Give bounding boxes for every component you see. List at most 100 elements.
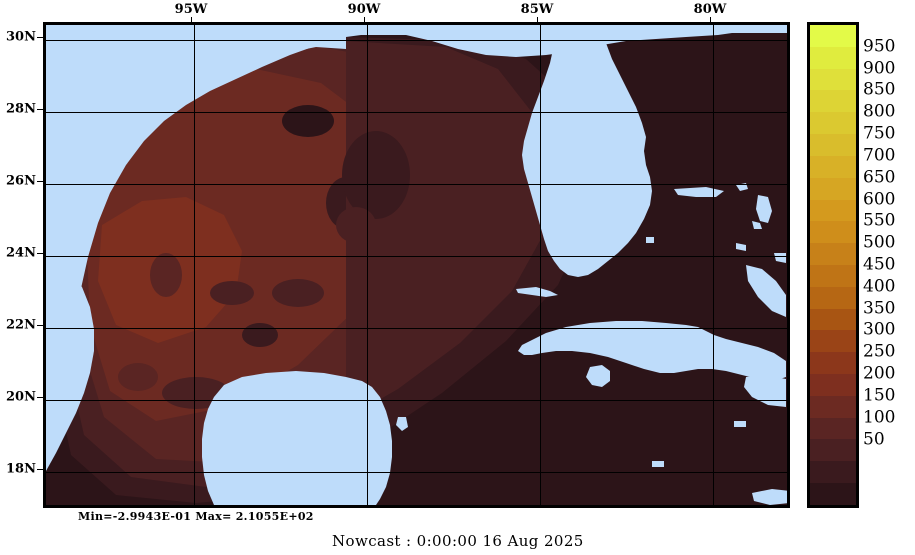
tick-lon-95: [191, 17, 192, 22]
contour-eddy-southwest-2: [118, 363, 158, 391]
contour-eddy-east: [342, 131, 410, 219]
contour-eddy-west-2: [210, 281, 254, 305]
colorbar-band-18: [810, 417, 856, 440]
colorbar-band-11: [810, 264, 856, 287]
land-bahamas-3: [756, 195, 772, 223]
grid-line-lat-22: [46, 328, 787, 329]
land-bahamas-2: [736, 183, 748, 191]
lat-label-26n: 26N: [6, 173, 36, 189]
colorbar-band-19: [810, 439, 856, 462]
land-us-coast-north: [46, 25, 787, 335]
lon-label-95w: 95W: [174, 2, 208, 17]
colorbar-label-800: 800: [863, 101, 896, 122]
colorbar-band-21: [810, 483, 856, 505]
contour-eddy-south-2: [242, 323, 278, 347]
minmax-readout: Min=-2.9943E-01 Max= 2.1055E+02: [78, 510, 314, 523]
lon-label-90w: 90W: [347, 2, 381, 17]
land-bahamas-1: [674, 187, 724, 197]
colorbar-label-100: 100: [863, 407, 896, 428]
land-jamaica: [752, 489, 787, 505]
land-hispaniola: [744, 375, 786, 407]
grid-line-lat-24: [46, 256, 787, 257]
colorbar-band-7: [810, 177, 856, 200]
lat-label-24n: 24N: [6, 245, 36, 261]
grid-line-lon-90: [367, 25, 368, 505]
contour-eddy-east-2: [336, 207, 376, 243]
tick-lon-85: [537, 17, 538, 22]
colorbar-label-650: 650: [863, 167, 896, 188]
land-cuba: [518, 321, 786, 381]
lat-label-28n: 28N: [6, 101, 36, 117]
grid-line-lat-30: [46, 40, 787, 41]
colorbar-band-8: [810, 199, 856, 222]
grid-line-lat-28: [46, 112, 787, 113]
grid-line-lon-95: [194, 25, 195, 505]
colorbar-tick-labels: 950 900 850 800 750 700 650 600 550 500 450 400 350 3…: [863, 22, 915, 508]
colorbar-band-13: [810, 308, 856, 331]
colorbar-label-900: 900: [863, 58, 896, 79]
tick-lat-18: [37, 469, 43, 470]
colorbar-label-350: 350: [863, 298, 896, 319]
colorbar-band-17: [810, 395, 856, 418]
colorbar-gradient[interactable]: [807, 22, 859, 508]
nowcast-timestamp: Nowcast : 0:00:00 16 Aug 2025: [332, 532, 584, 550]
tick-lat-26: [37, 181, 43, 182]
tick-lat-28: [37, 109, 43, 110]
tick-lat-20: [37, 397, 43, 398]
tick-lon-90: [364, 17, 365, 22]
land-cay-1: [652, 461, 664, 467]
tick-lat-30: [37, 37, 43, 38]
colorbar-band-15: [810, 352, 856, 374]
colorbar-label-200: 200: [863, 363, 896, 384]
colorbar-label-250: 250: [863, 341, 896, 362]
grid-line-lat-20: [46, 400, 787, 401]
colorbar-label-400: 400: [863, 276, 896, 297]
colorbar-band-2: [810, 68, 856, 91]
contour-band-eastern-2: [346, 41, 546, 419]
land-yucatan: [202, 371, 392, 505]
lat-label-18n: 18N: [6, 461, 36, 477]
land-florida: [522, 31, 652, 277]
map-panel[interactable]: [43, 22, 790, 508]
colorbar-label-300: 300: [863, 319, 896, 340]
colorbar-label-50: 50: [863, 429, 885, 450]
lat-label-30n: 30N: [6, 29, 36, 45]
colorbar-band-6: [810, 155, 856, 178]
colorbar-band-9: [810, 221, 856, 244]
colorbar-band-1: [810, 46, 856, 69]
colorbar-label-600: 600: [863, 189, 896, 210]
tick-lon-80: [710, 17, 711, 22]
contour-eddy-south: [272, 279, 324, 307]
land-mexico-west: [46, 265, 94, 471]
colorbar-label-850: 850: [863, 79, 896, 100]
grid-line-lon-80: [713, 25, 714, 505]
colorbar-label-550: 550: [863, 210, 896, 231]
land-bahamas-6: [736, 243, 746, 251]
colorbar-band-5: [810, 134, 856, 156]
colorbar-label-500: 500: [863, 232, 896, 253]
colorbar-band-14: [810, 330, 856, 353]
land-bahamas-5: [646, 237, 654, 243]
tick-lat-22: [37, 325, 43, 326]
lon-label-85w: 85W: [520, 2, 554, 17]
lat-label-22n: 22N: [6, 317, 36, 333]
land-bahamas-8: [746, 265, 786, 317]
colorbar-label-700: 700: [863, 145, 896, 166]
grid-line-lat-18: [46, 472, 787, 473]
land-bahamas-7: [774, 253, 786, 263]
colorbar-band-4: [810, 112, 856, 135]
map-graphics: [46, 25, 787, 505]
colorbar[interactable]: 950 900 850 800 750 700 650 600 550 500 450 400 350 3…: [807, 22, 895, 508]
colorbar-band-3: [810, 90, 856, 113]
land-florida-keys: [516, 287, 558, 297]
lon-label-80w: 80W: [693, 2, 727, 17]
contour-eddy-west: [150, 253, 182, 297]
lat-label-20n: 20N: [6, 389, 36, 405]
grid-line-lat-26: [46, 184, 787, 185]
contour-eddy-north: [282, 105, 334, 137]
colorbar-label-750: 750: [863, 123, 896, 144]
land-isla-juventud: [586, 365, 610, 387]
colorbar-band-20: [810, 461, 856, 484]
tick-lat-24: [37, 253, 43, 254]
